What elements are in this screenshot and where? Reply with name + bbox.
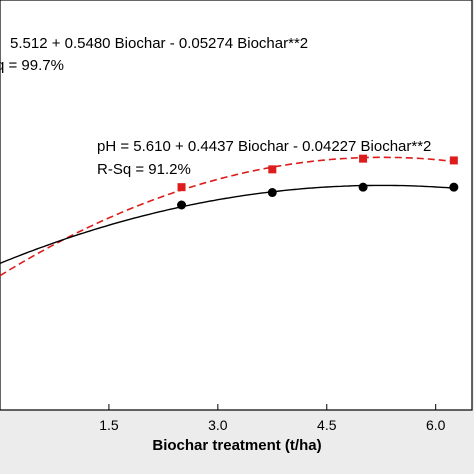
- red-series-equation: 5.512 + 0.5480 Biochar - 0.05274 Biochar…: [10, 35, 309, 52]
- black-circle-point: [267, 188, 277, 198]
- data-points: [177, 154, 459, 210]
- red-square-point: [359, 154, 368, 163]
- plot-background: [0, 0, 473, 411]
- fit-curves: [0, 156, 454, 277]
- red-square-point: [449, 156, 458, 165]
- x-tick-label: 3.0: [208, 417, 228, 433]
- black-fit-line: [0, 184, 454, 265]
- red-series-r-squared: q = 99.7%: [0, 57, 64, 74]
- red-square-point: [268, 165, 277, 174]
- x-tick-label: 1.5: [99, 417, 119, 433]
- red-square-point: [177, 183, 186, 192]
- black-series-r-squared: R-Sq = 91.2%: [97, 161, 191, 178]
- x-axis-ticks: 1.5 3.0 4.5 6.0: [99, 404, 446, 433]
- black-circle-point: [177, 200, 187, 210]
- red-fit-line: [0, 156, 454, 277]
- black-circle-point: [358, 182, 368, 192]
- x-tick-label: 6.0: [426, 417, 446, 433]
- black-circle-point: [449, 182, 459, 192]
- x-tick-label: 4.5: [317, 417, 337, 433]
- x-axis-title: Biochar treatment (t/ha): [152, 437, 322, 454]
- black-series-equation: pH = 5.610 + 0.4437 Biochar - 0.04227 Bi…: [97, 138, 432, 155]
